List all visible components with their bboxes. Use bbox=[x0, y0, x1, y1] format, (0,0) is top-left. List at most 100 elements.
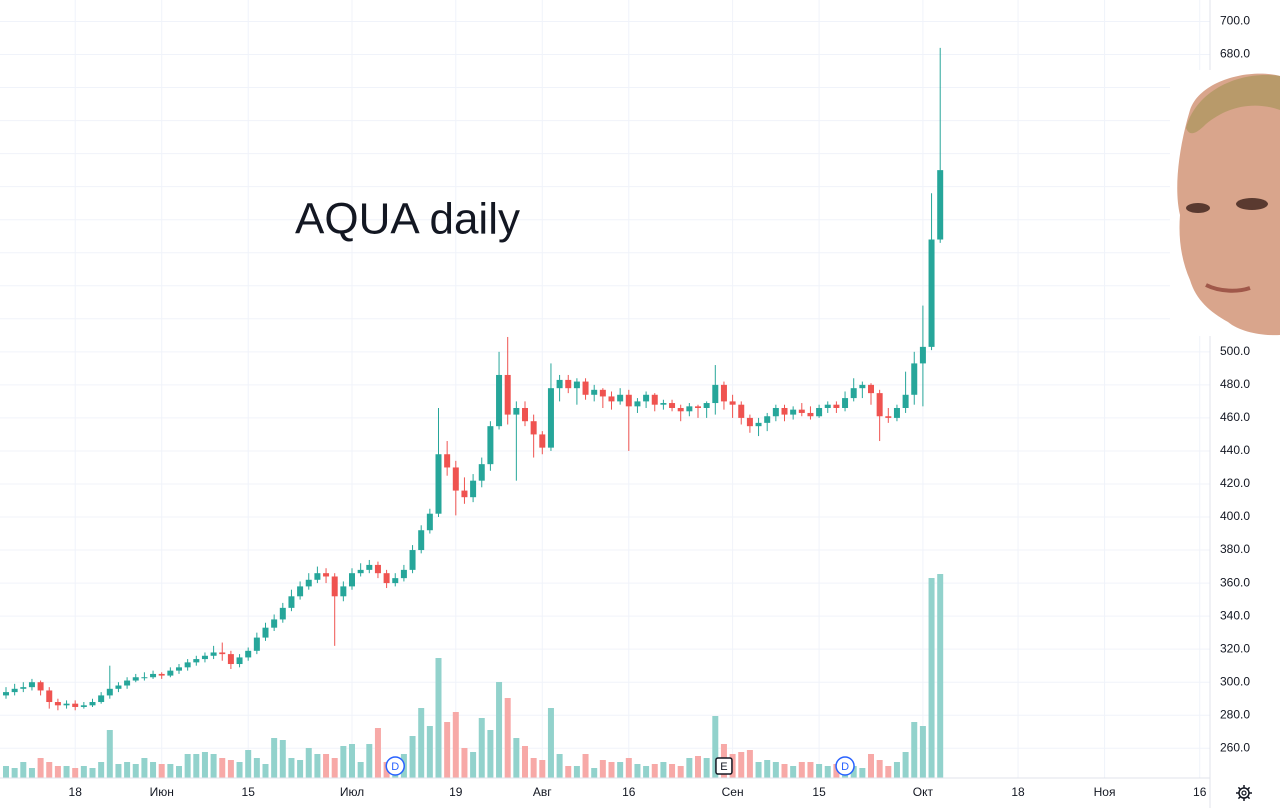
candle-body bbox=[738, 404, 745, 418]
volume-bar bbox=[20, 762, 27, 778]
volume-bar bbox=[245, 750, 252, 778]
candle-body bbox=[746, 417, 753, 427]
event-label: D bbox=[841, 761, 849, 773]
candle-body bbox=[150, 673, 157, 678]
candle-body bbox=[63, 703, 70, 706]
candle-body bbox=[124, 680, 131, 686]
x-tick-label: Ноя bbox=[1094, 785, 1116, 799]
volume-bar bbox=[340, 746, 347, 778]
x-tick-label: Июл bbox=[340, 785, 364, 799]
volume-bar bbox=[444, 722, 451, 778]
candle-body bbox=[729, 401, 736, 405]
eye bbox=[1186, 203, 1210, 213]
volume-bar bbox=[158, 764, 165, 778]
candle-body bbox=[496, 374, 503, 427]
x-tick-label: 16 bbox=[1193, 785, 1207, 799]
event-badge bbox=[385, 756, 405, 776]
grid bbox=[0, 0, 1210, 778]
candle-body bbox=[201, 655, 208, 660]
candle-body bbox=[868, 384, 874, 394]
volume-bar bbox=[262, 764, 269, 778]
y-tick-label: 260.0 bbox=[1220, 740, 1250, 754]
volume-bar bbox=[201, 752, 208, 778]
volume-bar bbox=[677, 766, 684, 778]
x-tick-label: 16 bbox=[622, 785, 636, 799]
candle-body bbox=[712, 384, 719, 404]
candle-body bbox=[608, 396, 615, 402]
volume-bar bbox=[919, 726, 926, 778]
volume-bar bbox=[253, 758, 260, 778]
candle-body bbox=[720, 384, 727, 402]
volume-bar bbox=[504, 698, 511, 778]
candle-body bbox=[89, 702, 96, 706]
candle-body bbox=[556, 379, 563, 389]
volume-bar bbox=[772, 762, 779, 778]
candle-body bbox=[383, 573, 390, 584]
candle-layer bbox=[3, 47, 944, 711]
volume-bar bbox=[167, 764, 174, 778]
candle-body bbox=[444, 454, 451, 468]
volume-bar bbox=[349, 744, 355, 778]
event-badge bbox=[835, 756, 855, 776]
volume-bar bbox=[496, 682, 503, 778]
event-marker: D bbox=[835, 756, 855, 776]
volume-bar bbox=[669, 764, 676, 778]
candle-body bbox=[807, 412, 814, 417]
candle-body bbox=[288, 596, 295, 608]
volume-bar bbox=[98, 762, 105, 778]
volume-bar bbox=[928, 578, 935, 778]
volume-bar bbox=[599, 760, 606, 778]
candle-body bbox=[20, 687, 27, 689]
x-tick-label: Июн bbox=[150, 785, 174, 799]
candle-body bbox=[305, 579, 312, 587]
volume-bar bbox=[331, 758, 338, 778]
volume-layer bbox=[3, 574, 944, 778]
volume-bar bbox=[738, 752, 745, 778]
candle-body bbox=[193, 659, 200, 663]
volume-bar bbox=[271, 738, 278, 778]
candle-body bbox=[539, 434, 546, 448]
candle-body bbox=[530, 421, 537, 435]
candle-body bbox=[591, 389, 598, 395]
candle-body bbox=[790, 409, 797, 415]
candle-body bbox=[219, 652, 226, 655]
face bbox=[1177, 73, 1280, 336]
volume-bar bbox=[46, 762, 53, 778]
volume-bar bbox=[643, 766, 650, 778]
volume-bar bbox=[547, 708, 554, 778]
volume-bar bbox=[893, 762, 900, 778]
candle-body bbox=[279, 607, 286, 620]
candle-body bbox=[781, 407, 788, 415]
x-tick-label: Сен bbox=[722, 785, 744, 799]
candle-body bbox=[513, 407, 520, 415]
volume-bar bbox=[833, 764, 840, 778]
mouth bbox=[1205, 283, 1251, 293]
volume-bar bbox=[80, 766, 87, 778]
candle-body bbox=[115, 685, 122, 689]
volume-bar bbox=[210, 754, 217, 778]
volume-bar bbox=[184, 754, 191, 778]
candle-body bbox=[340, 586, 347, 597]
y-tick-label: 420.0 bbox=[1220, 476, 1250, 490]
candle-body bbox=[54, 702, 61, 706]
candle-body bbox=[937, 170, 944, 240]
volume-bar bbox=[565, 766, 572, 778]
candle-body bbox=[184, 662, 191, 668]
candle-body bbox=[850, 388, 857, 399]
volume-bar bbox=[426, 726, 433, 778]
volume-bar bbox=[28, 768, 35, 778]
x-tick-label: 18 bbox=[69, 785, 83, 799]
y-tick-label: 360.0 bbox=[1220, 575, 1250, 589]
volume-bar bbox=[790, 766, 797, 778]
volume-bar bbox=[591, 768, 598, 778]
candle-body bbox=[11, 688, 18, 693]
chart-title: AQUA daily bbox=[295, 195, 520, 244]
settings-icon[interactable] bbox=[1236, 785, 1252, 801]
event-marker: E bbox=[715, 757, 733, 775]
volume-bar bbox=[63, 766, 70, 778]
candle-body bbox=[72, 703, 79, 707]
volume-bar bbox=[651, 764, 658, 778]
y-tick-label: 380.0 bbox=[1220, 542, 1250, 556]
